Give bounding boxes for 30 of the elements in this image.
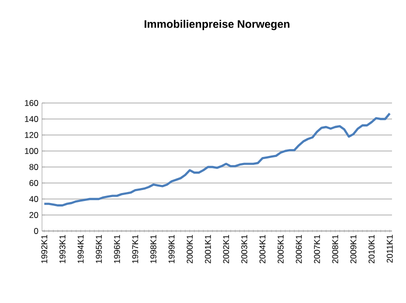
y-tick-label: 160	[24, 100, 38, 106]
x-tick-label: 1993K1	[59, 234, 66, 264]
y-tick-label: 60	[30, 180, 38, 186]
y-tick-label: 40	[29, 196, 38, 202]
y-tick-label: 80	[29, 164, 38, 170]
x-tick-label: 1994K1	[78, 234, 84, 264]
x-tick-label: 2007K1	[314, 234, 320, 264]
x-tick-label: 2002K1	[223, 234, 230, 264]
y-tick-label: 100	[24, 148, 38, 154]
x-tick-label: 1996K1	[114, 234, 120, 264]
x-tick-label: 1995K1	[96, 234, 102, 264]
x-tick-label: 2010K1	[368, 234, 375, 264]
x-tick-label: 1997K1	[132, 234, 138, 264]
x-tick-label: 2000K1	[186, 234, 193, 264]
x-tick-label: 2003K1	[241, 234, 248, 264]
y-tick-label: 20	[29, 212, 38, 218]
chart-title: Immobilienpreise Norwegen	[144, 20, 290, 30]
x-tick-label: 2006K1	[296, 234, 302, 264]
x-tick-label: 2009K1	[350, 234, 356, 264]
x-tick-label: 1999K1	[168, 234, 175, 264]
x-tick-label: 1992K1	[41, 234, 48, 264]
x-tick-label: 2005K1	[278, 234, 284, 264]
x-tick-label: 2008K1	[332, 234, 338, 264]
x-tick-label: 2001K1	[204, 234, 211, 264]
x-tick-label: 2011K1	[386, 234, 393, 263]
y-tick-label: 120	[24, 132, 38, 138]
y-tick-label: 0	[34, 228, 38, 234]
x-tick-label: 2004K1	[259, 234, 266, 264]
x-tick-label: 1998K1	[150, 234, 156, 264]
y-tick-label: 140	[24, 116, 38, 122]
